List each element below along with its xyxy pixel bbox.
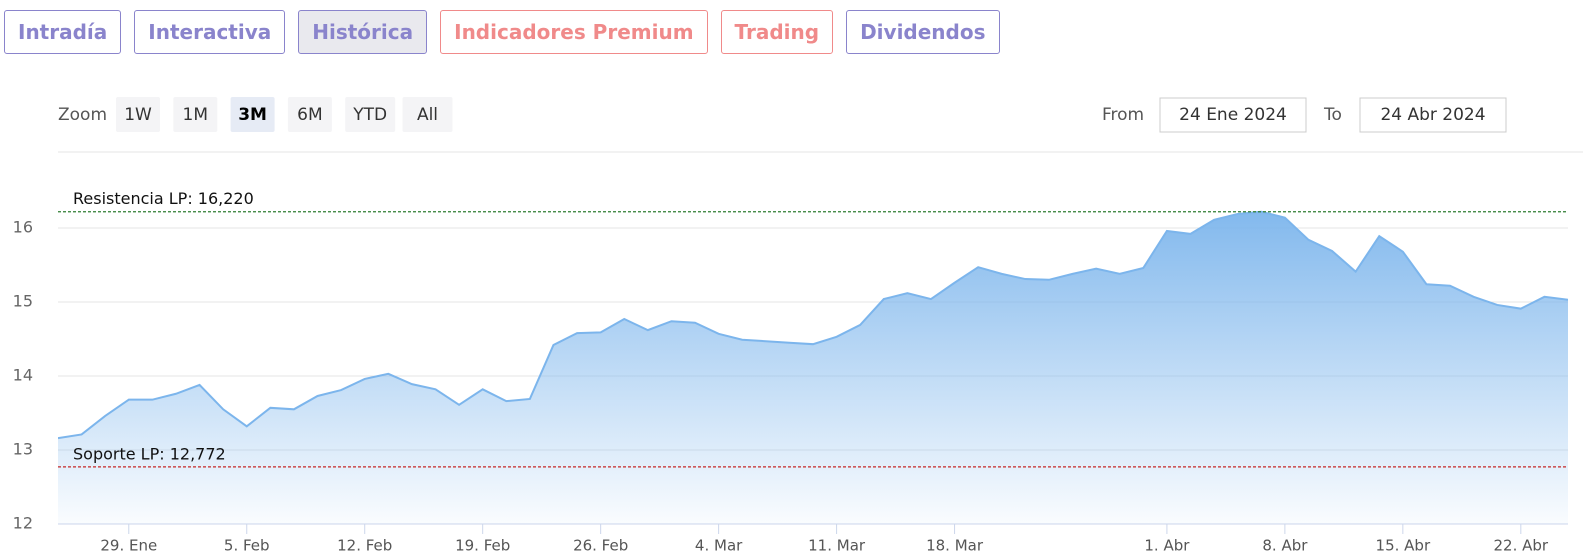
reference-label: Soporte LP: 12,772: [73, 444, 226, 463]
zoom-button[interactable]: All: [402, 97, 453, 132]
zoom-button[interactable]: 3M: [230, 97, 275, 132]
zoom-button-bg: [345, 97, 396, 132]
tab[interactable]: Trading: [720, 10, 834, 54]
tab[interactable]: Interactiva: [134, 10, 286, 54]
tab[interactable]: Intradía: [4, 10, 122, 54]
x-tick-label: 18. Mar: [926, 537, 984, 555]
reference-label: Resistencia LP: 16,220: [73, 189, 254, 208]
tab-bar: Intradía Interactiva Histórica Indicadores …: [4, 10, 1000, 54]
y-tick-label: 13: [13, 440, 33, 459]
area: [58, 211, 1568, 524]
x-tick-label: 22. Abr: [1494, 537, 1549, 555]
line: [58, 210, 1568, 440]
zoom-button-bg: [116, 97, 160, 132]
x-tick-label: 5. Feb: [224, 537, 270, 555]
y-tick-label: 14: [13, 366, 33, 385]
x-tick-label: 12. Feb: [337, 537, 392, 555]
x-tick-label: 26. Feb: [573, 537, 628, 555]
from-input[interactable]: [1159, 97, 1307, 133]
x-tick-label: 8. Abr: [1262, 537, 1308, 555]
tab[interactable]: Indicadores Premium: [440, 10, 708, 54]
zoom-button[interactable]: 1W: [116, 97, 160, 132]
tab[interactable]: Dividendos: [846, 10, 1000, 54]
zoom-button-label: 1M: [183, 105, 208, 125]
zoom-button[interactable]: 1M: [173, 97, 218, 132]
from-value: 24 Ene 2024: [1179, 105, 1287, 125]
zoom-button[interactable]: YTD: [345, 97, 396, 132]
zoom-button-bg: [230, 97, 275, 132]
to-input[interactable]: [1359, 97, 1507, 133]
y-tick-label: 12: [13, 514, 33, 533]
to-value: 24 Abr 2024: [1380, 105, 1485, 125]
from-label: From: [1102, 105, 1144, 125]
zoom-button-bg: [402, 97, 453, 132]
zoom-button-label: 3M: [238, 105, 267, 125]
x-tick-label: 19. Feb: [455, 537, 510, 555]
x-tick-label: 4. Mar: [695, 537, 743, 555]
zoom-button-label: All: [417, 105, 438, 125]
zoom-button-bg: [173, 97, 218, 132]
zoom-button-label: 1W: [124, 105, 152, 125]
y-tick-label: 16: [13, 218, 33, 237]
x-tick-label: 29. Ene: [100, 537, 157, 555]
tab[interactable]: Histórica: [298, 10, 428, 54]
zoom-button-bg: [287, 97, 332, 132]
y-tick-label: 15: [13, 292, 33, 311]
zoom-button-label: 6M: [297, 105, 322, 125]
to-label: To: [1323, 105, 1342, 125]
x-tick-label: 1. Abr: [1144, 537, 1190, 555]
zoom-button[interactable]: 6M: [287, 97, 332, 132]
x-tick-label: 15. Abr: [1376, 537, 1431, 555]
zoom-button-label: YTD: [352, 105, 387, 125]
x-tick-label: 11. Mar: [808, 537, 866, 555]
zoom-label: Zoom: [58, 105, 107, 125]
